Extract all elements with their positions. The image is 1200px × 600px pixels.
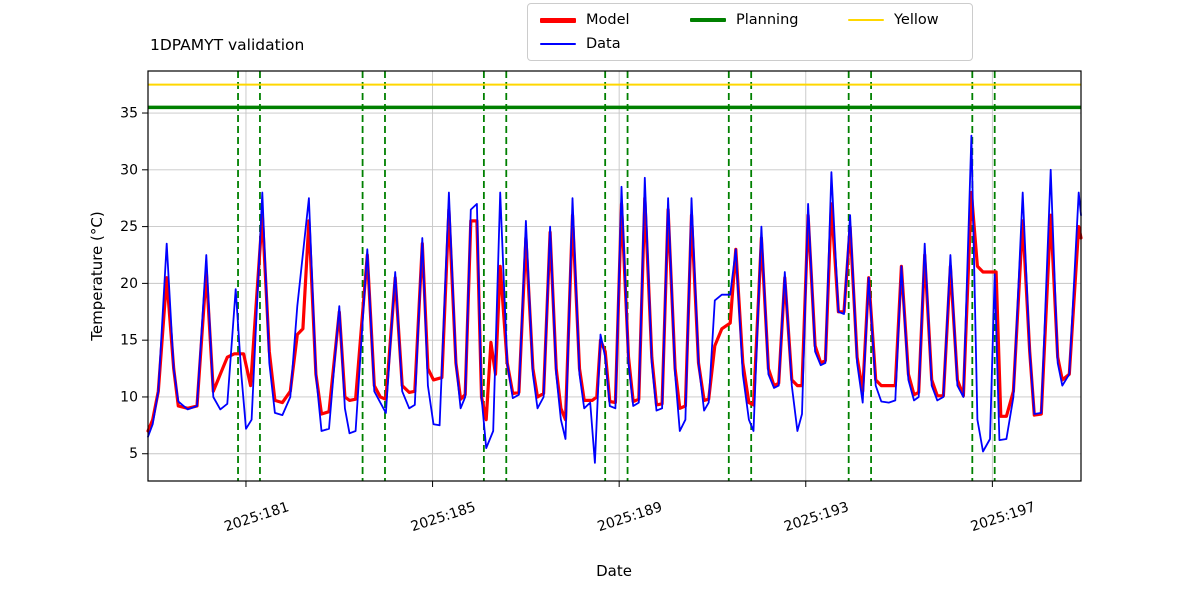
axes-frame xyxy=(147,70,1082,482)
legend: Model Data Planning Yellow xyxy=(527,3,973,61)
legend-line-sample-model xyxy=(540,17,576,23)
y-axis-label: Temperature (°C) xyxy=(88,211,106,341)
series-line-model xyxy=(146,190,1083,433)
x-axis-label: Date xyxy=(596,562,632,580)
x-tick-label: 2025:181 xyxy=(222,499,291,535)
chart-title: 1DPAMYT validation xyxy=(150,36,305,54)
x-tick-label: 2025:193 xyxy=(782,499,851,535)
y-tick-label: 5 xyxy=(129,446,138,462)
legend-label: Planning xyxy=(736,12,799,28)
y-tick-label: 10 xyxy=(120,389,138,405)
y-tick-label: 30 xyxy=(120,162,138,178)
x-tick-label: 2025:197 xyxy=(969,499,1038,535)
y-tick-label: 15 xyxy=(120,333,138,349)
x-tick-label: 2025:185 xyxy=(409,499,478,535)
legend-line-sample-data xyxy=(540,42,576,46)
x-tick-label: 2025:189 xyxy=(596,499,665,535)
legend-item-yellow: Yellow xyxy=(848,12,960,28)
legend-label: Data xyxy=(586,36,621,52)
y-tick-label: 20 xyxy=(120,276,138,292)
legend-item-planning: Planning xyxy=(690,12,848,28)
legend-line-sample-yellow xyxy=(848,18,884,22)
legend-label: Model xyxy=(586,12,630,28)
legend-label: Yellow xyxy=(894,12,939,28)
legend-line-sample-planning xyxy=(690,18,726,22)
legend-item-data: Data xyxy=(540,36,690,52)
series-line-data xyxy=(147,134,1082,464)
y-tick-label: 25 xyxy=(120,219,138,235)
y-tick-label: 35 xyxy=(120,106,138,122)
legend-item-model: Model xyxy=(540,12,690,28)
